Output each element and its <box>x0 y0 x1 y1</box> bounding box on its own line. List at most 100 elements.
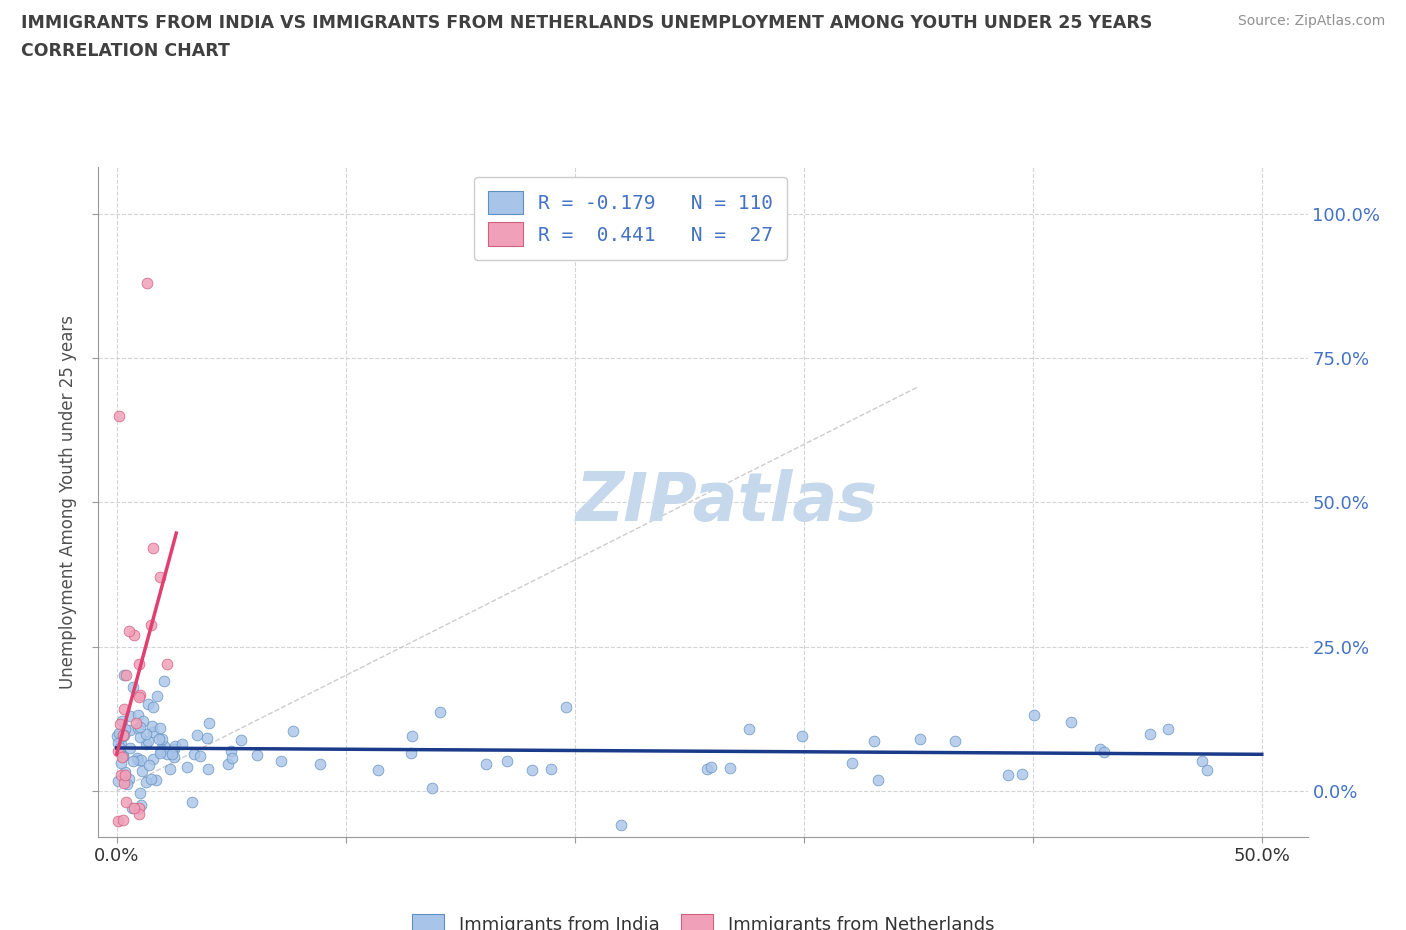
Point <box>135 775 157 790</box>
Point <box>737 722 759 737</box>
Point <box>149 741 172 756</box>
Point <box>129 719 152 734</box>
Point <box>699 760 721 775</box>
Point <box>129 798 152 813</box>
Point <box>142 700 165 715</box>
Point <box>127 708 149 723</box>
Point <box>163 741 186 756</box>
Point <box>149 746 172 761</box>
Point <box>135 275 157 290</box>
Point <box>108 408 131 423</box>
Point <box>195 731 218 746</box>
Point <box>943 734 966 749</box>
Point <box>156 747 179 762</box>
Point <box>122 680 145 695</box>
Point <box>121 801 143 816</box>
Point <box>141 718 163 733</box>
Point <box>609 818 631 833</box>
Point <box>128 801 150 816</box>
Point <box>150 743 173 758</box>
Point <box>107 726 129 741</box>
Point <box>124 716 146 731</box>
Point <box>128 730 150 745</box>
Point <box>186 727 208 742</box>
Point <box>540 762 562 777</box>
Point <box>114 764 136 779</box>
Point <box>141 772 163 787</box>
Point <box>399 746 422 761</box>
Point <box>696 762 718 777</box>
Point <box>159 762 181 777</box>
Point <box>125 751 148 765</box>
Point <box>170 737 193 751</box>
Point <box>308 757 330 772</box>
Point <box>145 688 167 703</box>
Point <box>221 751 243 766</box>
Point <box>160 745 183 760</box>
Point <box>118 740 141 755</box>
Point <box>197 761 219 776</box>
Point <box>112 702 135 717</box>
Point <box>997 767 1019 782</box>
Point <box>112 776 135 790</box>
Point <box>863 733 886 748</box>
Point <box>115 668 138 683</box>
Point <box>1011 766 1033 781</box>
Point <box>114 722 136 737</box>
Point <box>1060 714 1083 729</box>
Point <box>107 736 129 751</box>
Point <box>153 673 176 688</box>
Point <box>142 724 165 739</box>
Y-axis label: Unemployment Among Youth under 25 years: Unemployment Among Youth under 25 years <box>59 315 77 689</box>
Text: Source: ZipAtlas.com: Source: ZipAtlas.com <box>1237 14 1385 28</box>
Point <box>475 757 498 772</box>
Point <box>420 780 443 795</box>
Point <box>718 761 741 776</box>
Point <box>108 717 131 732</box>
Point <box>163 749 186 764</box>
Point <box>112 727 135 742</box>
Point <box>112 749 135 764</box>
Point <box>160 747 183 762</box>
Point <box>131 764 153 778</box>
Point <box>107 743 129 758</box>
Point <box>156 657 179 671</box>
Point <box>124 801 146 816</box>
Point <box>176 760 198 775</box>
Point <box>150 731 173 746</box>
Point <box>165 738 187 753</box>
Point <box>1195 763 1218 777</box>
Point <box>115 777 138 791</box>
Point <box>128 690 150 705</box>
Point <box>790 728 813 743</box>
Text: ZIPatlas: ZIPatlas <box>576 470 879 535</box>
Point <box>910 731 932 746</box>
Point <box>183 747 205 762</box>
Point <box>128 806 150 821</box>
Point <box>110 767 132 782</box>
Point <box>367 763 389 777</box>
Point <box>111 713 134 728</box>
Point <box>127 752 149 767</box>
Point <box>112 668 135 683</box>
Point <box>136 697 159 711</box>
Point <box>111 727 134 742</box>
Point <box>148 731 170 746</box>
Point <box>122 753 145 768</box>
Point <box>110 737 132 752</box>
Point <box>270 753 292 768</box>
Point <box>111 750 134 764</box>
Point <box>281 723 304 737</box>
Point <box>135 726 157 741</box>
Point <box>129 687 152 702</box>
Point <box>129 786 152 801</box>
Point <box>246 748 269 763</box>
Point <box>149 570 172 585</box>
Point <box>118 772 141 787</box>
Point <box>221 744 243 759</box>
Point <box>181 795 204 810</box>
Point <box>520 763 543 777</box>
Point <box>112 749 135 764</box>
Point <box>127 721 149 736</box>
Point <box>401 728 423 743</box>
